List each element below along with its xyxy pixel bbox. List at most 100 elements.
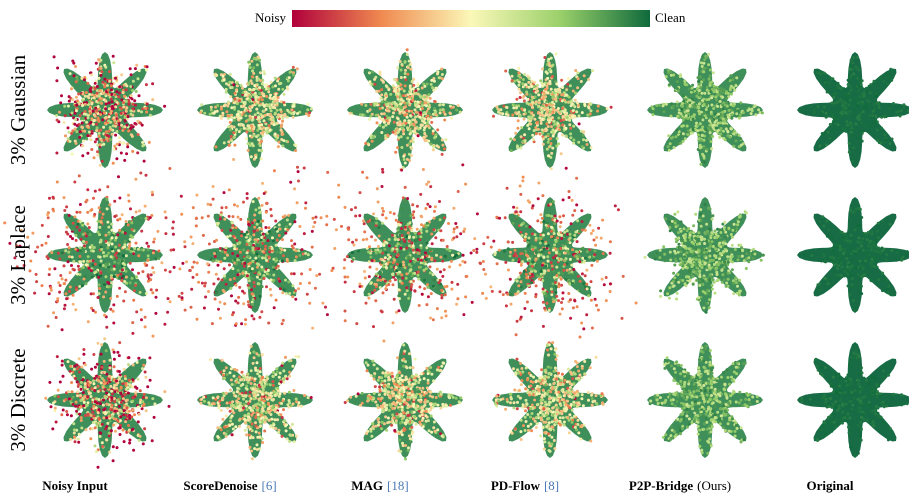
point: [697, 129, 700, 132]
point: [108, 130, 111, 133]
point: [293, 220, 296, 223]
point: [703, 139, 706, 142]
point: [596, 260, 599, 263]
point: [108, 233, 111, 236]
point: [100, 248, 103, 251]
point: [232, 235, 235, 238]
point: [249, 66, 252, 69]
point: [251, 82, 254, 85]
point: [543, 307, 546, 310]
point: [446, 245, 449, 248]
point: [85, 235, 88, 238]
point: [395, 244, 398, 247]
point: [326, 313, 329, 316]
point: [394, 278, 397, 281]
point: [541, 217, 544, 220]
point: [676, 115, 679, 118]
point: [531, 265, 534, 268]
point: [369, 108, 372, 111]
point: [408, 121, 411, 124]
point: [130, 73, 133, 76]
point: [373, 83, 376, 86]
point: [315, 216, 318, 219]
point: [212, 282, 215, 285]
point: [63, 196, 66, 199]
point: [539, 275, 542, 278]
point: [395, 103, 398, 106]
point: [274, 77, 277, 80]
point: [370, 103, 373, 106]
point: [439, 109, 442, 112]
point: [97, 220, 100, 223]
point: [662, 110, 665, 113]
point: [55, 152, 58, 155]
point: [387, 122, 390, 125]
point: [404, 266, 407, 269]
point: [404, 186, 407, 189]
point: [566, 116, 569, 119]
point: [417, 101, 420, 104]
point: [283, 93, 286, 96]
point: [89, 112, 92, 115]
point: [291, 295, 294, 298]
point: [247, 218, 250, 221]
point: [568, 190, 571, 193]
point: [124, 240, 127, 243]
point: [553, 125, 556, 128]
point: [528, 259, 531, 262]
point: [290, 239, 293, 242]
point: [152, 251, 155, 254]
point: [517, 119, 520, 122]
point: [676, 129, 679, 132]
point: [738, 134, 741, 137]
point: [104, 265, 107, 268]
point: [253, 214, 256, 217]
point: [82, 233, 85, 236]
point: [652, 110, 655, 113]
point: [58, 111, 61, 114]
point: [172, 233, 175, 236]
point: [231, 86, 234, 89]
point: [900, 109, 903, 112]
point: [256, 56, 259, 59]
point: [263, 72, 266, 75]
point: [409, 222, 412, 225]
point: [412, 216, 415, 219]
point: [115, 130, 118, 133]
point: [391, 273, 394, 276]
point: [111, 133, 114, 136]
point: [227, 114, 230, 117]
point: [849, 127, 852, 130]
point: [551, 147, 554, 150]
point: [573, 299, 576, 302]
point: [169, 270, 172, 273]
point: [545, 104, 548, 107]
point: [312, 217, 315, 220]
point: [265, 108, 268, 111]
point: [514, 210, 517, 213]
point: [517, 84, 520, 87]
point: [379, 124, 382, 127]
point: [138, 209, 141, 212]
point: [432, 89, 435, 92]
point: [295, 249, 298, 252]
point: [722, 130, 725, 133]
point: [251, 303, 254, 306]
point: [251, 75, 254, 78]
point: [570, 222, 573, 225]
point: [419, 111, 422, 114]
point: [757, 108, 760, 111]
point: [128, 200, 131, 203]
point: [296, 112, 299, 115]
point: [897, 110, 900, 113]
point: [402, 238, 405, 241]
point: [511, 241, 514, 244]
point: [564, 101, 567, 104]
point: [250, 155, 253, 158]
point: [725, 97, 728, 100]
point: [115, 90, 118, 93]
point: [555, 295, 558, 298]
point: [92, 197, 95, 200]
point: [560, 237, 563, 240]
point: [422, 120, 425, 123]
